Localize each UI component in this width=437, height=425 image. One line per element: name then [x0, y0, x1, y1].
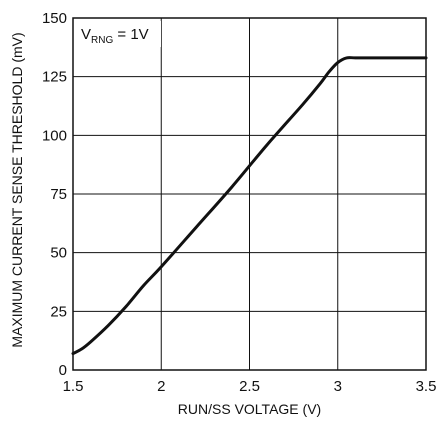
x-tick-label: 3 — [334, 378, 342, 395]
y-tick-label: 100 — [42, 127, 67, 144]
y-tick-label: 50 — [50, 245, 67, 262]
data-line — [71, 56, 428, 356]
x-tick-labels: 1.5 2 2.5 3 3.5 — [63, 378, 437, 395]
x-tick-label: 3.5 — [416, 378, 437, 395]
grid — [73, 18, 426, 370]
y-tick-label: 0 — [59, 362, 67, 379]
x-axis-label: RUN/SS VOLTAGE (V) — [178, 401, 321, 417]
annotation-background — [75, 21, 161, 47]
x-tick-label: 2 — [157, 378, 165, 395]
y-tick-label: 75 — [50, 186, 67, 203]
annotation-vrng: VRNG = 1V — [81, 26, 149, 46]
y-tick-label: 150 — [42, 10, 67, 27]
plot-frame — [72, 17, 427, 371]
y-tick-label: 25 — [50, 303, 67, 320]
x-tick-label: 1.5 — [63, 378, 84, 395]
y-axis-label: MAXIMUM CURRENT SENSE THRESHOLD (mV) — [9, 32, 25, 347]
annotation-suffix: = 1V — [113, 26, 148, 43]
annotation-subscript: RNG — [91, 35, 113, 46]
x-tick-label: 2.5 — [239, 378, 260, 395]
y-tick-labels: 0 25 50 75 100 125 150 — [42, 10, 67, 379]
y-tick-label: 125 — [42, 69, 67, 86]
annotation-prefix: V — [81, 26, 91, 43]
